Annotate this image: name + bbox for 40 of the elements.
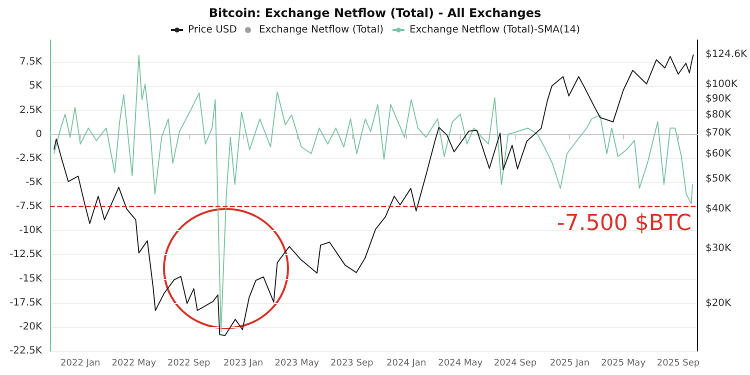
- legend-label: Exchange Netflow (Total): [258, 24, 384, 36]
- ref-line-label: -7.500 $BTC: [556, 211, 692, 236]
- y2-tick-label: $70K: [705, 128, 732, 139]
- y2-tick-label: $124.6K: [705, 49, 748, 60]
- y2-tick-label: $20K: [705, 298, 732, 309]
- y-tick-label: -17.5K: [10, 297, 42, 308]
- x-tick-label: 2023 Sep: [330, 358, 374, 368]
- y-tick-label: -5K: [25, 177, 42, 188]
- y-tick-label: -2.5K: [16, 152, 42, 164]
- y2-tick-label: $30K: [705, 242, 732, 254]
- y-tick-label: 5K: [29, 80, 42, 92]
- x-tick-label: 2025 May: [601, 358, 646, 368]
- x-tick-label: 2022 Sep: [168, 358, 211, 368]
- y-tick-label: -20K: [19, 321, 42, 332]
- y-tick-label: -12.5K: [10, 249, 42, 260]
- y-tick-label: -15K: [19, 273, 42, 284]
- y2-tick-label: $90K: [705, 93, 732, 104]
- y-tick-label: 2.5K: [20, 104, 42, 116]
- x-tick-label: 2023 May: [274, 358, 320, 368]
- y2-tick-label: $80K: [705, 109, 732, 120]
- y2-tick-label: $50K: [705, 173, 732, 184]
- y-tick-label: 0: [36, 128, 42, 140]
- legend-label: Exchange Netflow (Total)-SMA(14): [409, 24, 580, 36]
- y2-tick-label: $60K: [705, 148, 732, 160]
- x-tick-label: 2025 Jan: [550, 358, 590, 368]
- chart-title: Bitcoin: Exchange Netflow (Total) - All Exchanges: [208, 6, 542, 20]
- x-tick-label: 2024 Sep: [494, 358, 537, 368]
- y2-tick-label: $100K: [705, 79, 738, 90]
- y-tick-label: -7.5K: [16, 201, 42, 212]
- x-tick-label: 2023 Jan: [224, 358, 264, 368]
- legend-label: Price USD: [188, 24, 238, 36]
- y2-tick-label: $40K: [705, 204, 732, 215]
- x-tick-label: 2024 May: [438, 358, 484, 368]
- y-tick-label: -22.5K: [10, 346, 42, 356]
- y-tick-label: 7.5K: [20, 56, 42, 68]
- x-tick-label: 2022 May: [112, 358, 157, 368]
- y-tick-label: -10K: [19, 225, 42, 236]
- x-tick-label: 2024 Jan: [386, 358, 426, 368]
- x-tick-label: 2025 Sep: [656, 358, 700, 368]
- x-tick-label: 2022 Jan: [60, 358, 100, 368]
